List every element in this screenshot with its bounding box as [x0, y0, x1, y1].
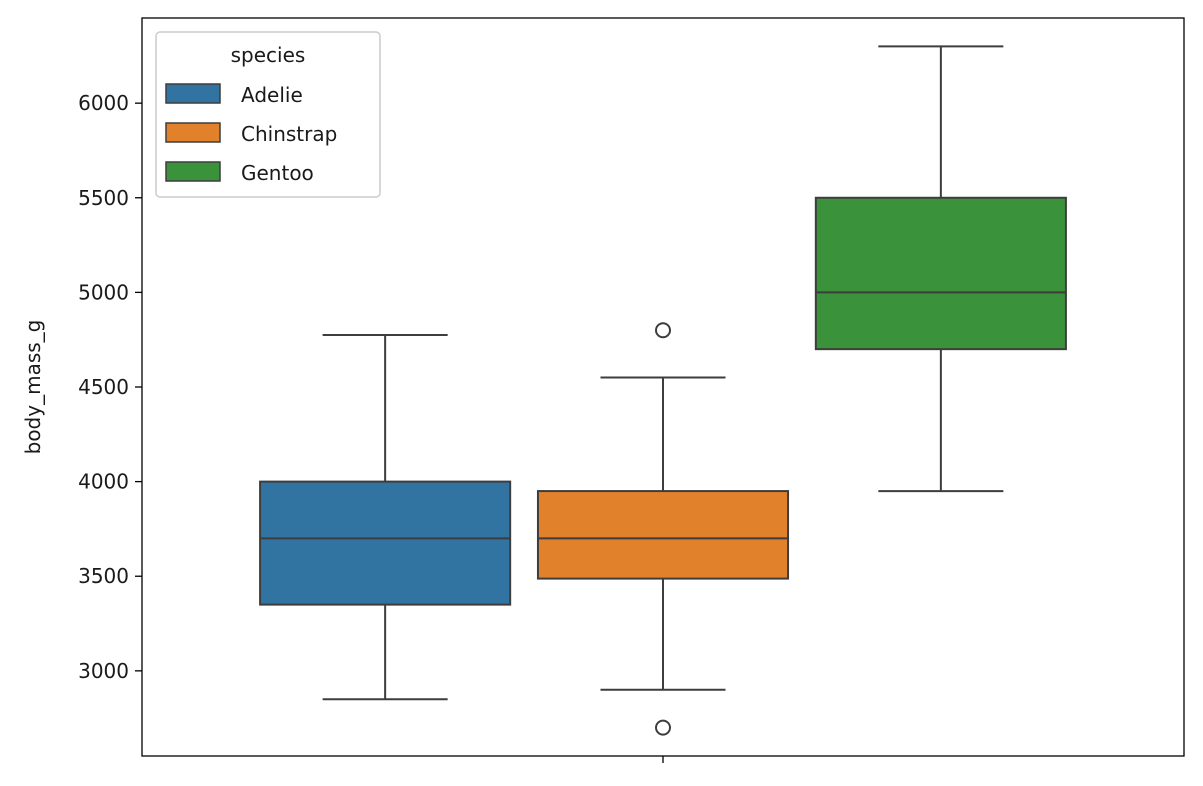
legend-label: Adelie — [241, 83, 303, 107]
iqr-box — [536, 490, 790, 580]
y-tick-label: 4000 — [78, 470, 129, 494]
y-tick-label: 3000 — [78, 659, 129, 683]
box-gentoo — [814, 45, 1067, 493]
y-tick-label: 6000 — [78, 91, 129, 115]
box-chinstrap — [536, 322, 790, 736]
boxes-layer — [259, 45, 1067, 736]
legend-swatch — [165, 122, 221, 143]
outlier-point — [655, 322, 671, 339]
legend-title: species — [231, 43, 306, 67]
legend-label: Gentoo — [241, 161, 314, 185]
legend-swatch — [165, 161, 221, 182]
iqr-box — [814, 196, 1067, 351]
plot-frame — [141, 17, 1185, 757]
box-adelie — [259, 333, 512, 701]
y-tick-label: 4500 — [78, 375, 129, 399]
iqr-box — [259, 480, 512, 606]
y-axis: 3000 3500 4000 4500 5000 5500 6000 — [78, 91, 142, 683]
outlier-point — [655, 719, 671, 736]
y-tick-label: 5500 — [78, 186, 129, 210]
legend: species Adelie Chinstrap Gentoo — [155, 31, 381, 198]
legend-label: Chinstrap — [241, 122, 337, 146]
legend-swatch — [165, 83, 221, 104]
y-tick-label: 5000 — [78, 280, 129, 304]
y-axis-label: body_mass_g — [21, 320, 45, 455]
y-tick-label: 3500 — [78, 564, 129, 588]
legend-frame — [155, 31, 381, 198]
